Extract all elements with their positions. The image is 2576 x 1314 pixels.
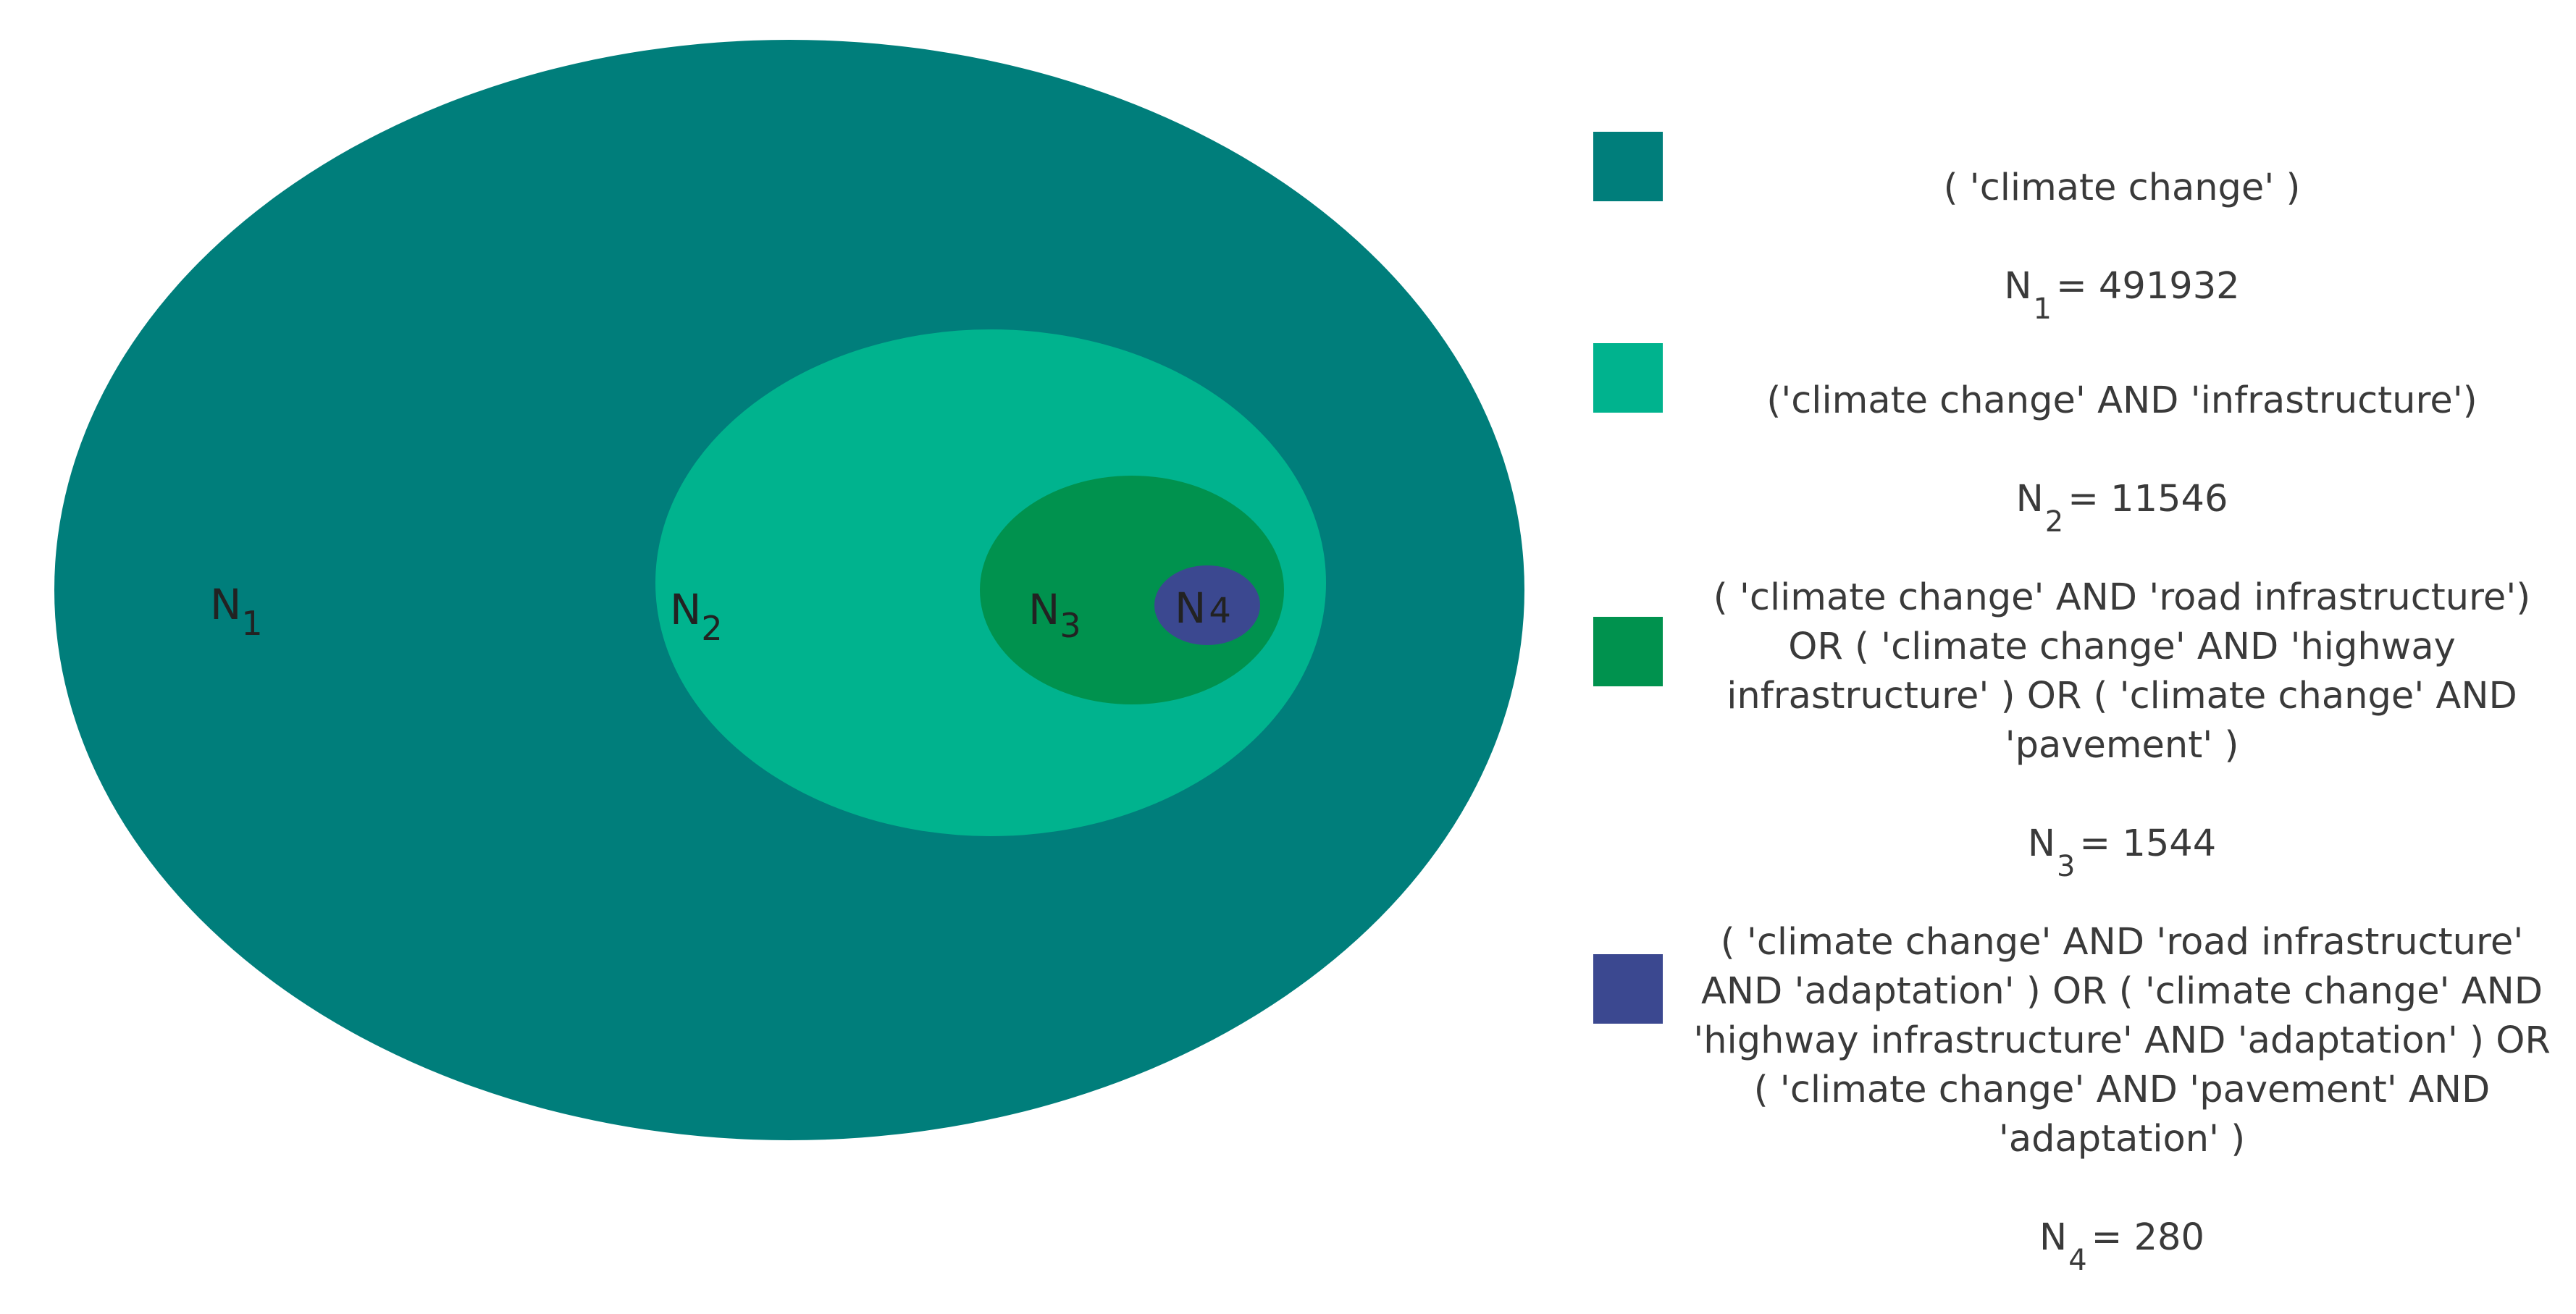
legend-entry-n4: ( 'climate change' AND 'road infrastruct… bbox=[1673, 869, 2571, 1314]
legend-swatch-n1 bbox=[1593, 132, 1663, 201]
legend-swatch-n2 bbox=[1593, 343, 1663, 413]
set-n4-label: N4 bbox=[1175, 584, 1231, 633]
legend-swatch-n4 bbox=[1593, 954, 1663, 1024]
legend-count-n2: N2= 11546 bbox=[2015, 478, 2228, 539]
legend-entry-n2: ('climate change' AND 'infrastructure') … bbox=[1673, 327, 2571, 576]
legend-entry-n1: ( 'climate change' ) N1= 491932 bbox=[1673, 114, 2571, 363]
set-n2-label: N2 bbox=[670, 585, 723, 648]
legend-query-n1: ( 'climate change' ) bbox=[1943, 167, 2301, 209]
nested-set-diagram: N1 N2 N3 N4 bbox=[54, 40, 1524, 1140]
set-n4-ellipse bbox=[1154, 565, 1260, 645]
legend-count-n3: N3= 1544 bbox=[2027, 822, 2217, 883]
legend-query-n2: ('climate change' AND 'infrastructure') bbox=[1766, 379, 2478, 422]
legend-query-n4: ( 'climate change' AND 'road infrastruct… bbox=[1693, 921, 2551, 1161]
set-n1-label: N1 bbox=[210, 580, 263, 643]
set-n3-ellipse bbox=[980, 476, 1284, 704]
legend-count-n4: N4= 280 bbox=[2039, 1216, 2204, 1277]
legend-count-n1: N1= 491932 bbox=[2004, 265, 2240, 326]
legend-query-n3: ( 'climate change' AND 'road infrastruct… bbox=[1713, 576, 2531, 767]
set-n3-label: N3 bbox=[1028, 585, 1081, 645]
legend-entry-n3: ( 'climate change' AND 'road infrastruct… bbox=[1673, 524, 2571, 920]
legend-swatch-n3 bbox=[1593, 617, 1663, 686]
